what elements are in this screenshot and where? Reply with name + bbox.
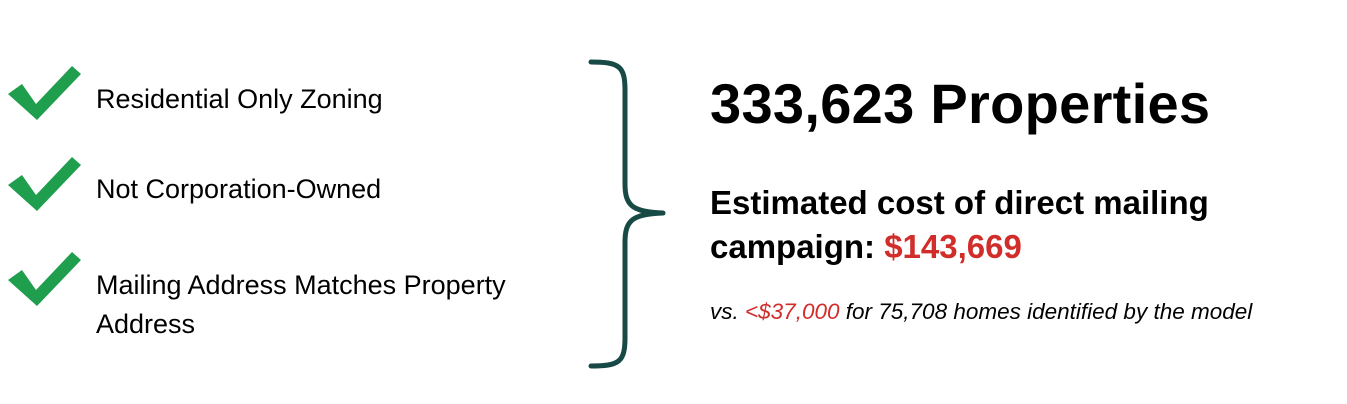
property-count-headline: 333,623 Properties <box>710 72 1211 135</box>
comparison-suffix: for 75,708 homes identified by the model <box>839 299 1253 324</box>
criteria-label: Not Corporation-Owned <box>96 174 382 204</box>
criteria-label-line-1: Mailing Address Matches Property <box>96 270 506 300</box>
comparison-amount: <$37,000 <box>745 299 840 324</box>
criteria-label: Residential Only Zoning <box>96 84 383 114</box>
comparison-prefix: vs. <box>710 299 746 324</box>
comparison-note: vs. <$37,000 for 75,708 homes identified… <box>710 296 1252 328</box>
check-icon <box>8 252 81 306</box>
cost-line-1: Estimated cost of direct mailing <box>710 184 1209 221</box>
check-icon <box>8 157 81 211</box>
cost-line-2-prefix: campaign: <box>710 228 885 265</box>
right-curly-brace-icon <box>588 59 666 369</box>
cost-line-2: campaign: $143,669 <box>710 225 1209 269</box>
check-icon <box>8 66 81 120</box>
cost-estimate: Estimated cost of direct mailing campaig… <box>710 181 1209 269</box>
criteria-label-line-2: Address <box>96 309 196 339</box>
cost-amount: $143,669 <box>884 228 1022 265</box>
